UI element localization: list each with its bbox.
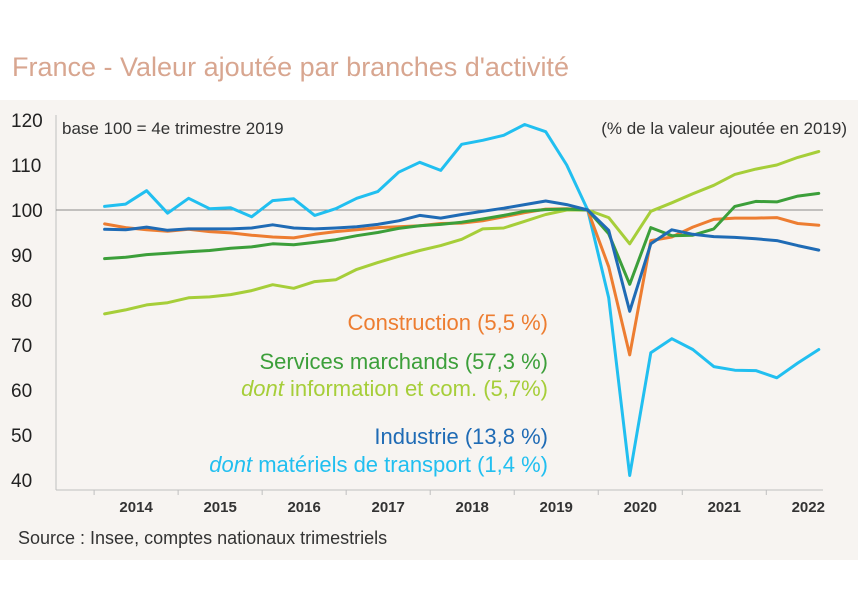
y-tick-label: 80	[11, 291, 32, 312]
legend-materiels-transport: dont matériels de transport (1,4 %)	[209, 452, 548, 477]
y-tick-label: 90	[11, 246, 32, 267]
x-tick-label: 2019	[540, 499, 573, 516]
source-note: Source : Insee, comptes nationaux trimes…	[18, 528, 388, 548]
legend-industrie: Industrie (13,8 %)	[374, 424, 548, 449]
y-tick-label: 50	[11, 426, 32, 447]
x-axis: 2014 2015 2016 2017 2018 2019 2020 2021 2022	[55, 115, 825, 516]
y-tick-label: 110	[11, 156, 41, 177]
y-tick-label: 100	[11, 201, 43, 222]
legend-transport-prefix: dont	[209, 452, 253, 477]
y-tick-label: 40	[11, 471, 32, 492]
legend-information-com: dont information et com. (5,7%)	[241, 376, 548, 401]
legend-transport-rest: matériels de transport (1,4 %)	[252, 452, 548, 477]
legend-services-marchands: Services marchands (57,3 %)	[259, 349, 548, 374]
x-tick-label: 2021	[708, 499, 741, 516]
x-tick-label: 2015	[203, 499, 236, 516]
share-note: (% de la valeur ajoutée en 2019)	[601, 119, 847, 138]
x-tick-label: 2022	[792, 499, 825, 516]
y-axis: 120 110 100 90 80 70 60 50 40	[11, 111, 43, 492]
series-line-services_marchands	[103, 191, 821, 286]
x-tick-label: 2017	[371, 499, 404, 516]
series-line-industrie	[103, 199, 821, 313]
series-lines	[103, 123, 821, 477]
x-tick-label: 2018	[456, 499, 489, 516]
base-note: base 100 = 4e trimestre 2019	[62, 119, 284, 138]
x-tick-label: 2014	[119, 499, 153, 516]
chart-panel	[0, 100, 858, 560]
legend-information-prefix: dont	[241, 376, 285, 401]
series-line-materiels_transport	[103, 123, 821, 477]
x-tick-label: 2020	[624, 499, 657, 516]
legend-construction: Construction (5,5 %)	[347, 310, 548, 335]
x-tick-label: 2016	[287, 499, 320, 516]
series-line-information_com	[103, 150, 821, 316]
y-tick-label: 70	[11, 336, 32, 357]
y-tick-label: 120	[11, 111, 43, 132]
y-tick-label: 60	[11, 381, 32, 402]
legend-information-rest: information et com. (5,7%)	[284, 376, 548, 401]
chart-title: France - Valeur ajoutée par branches d'a…	[12, 52, 569, 82]
